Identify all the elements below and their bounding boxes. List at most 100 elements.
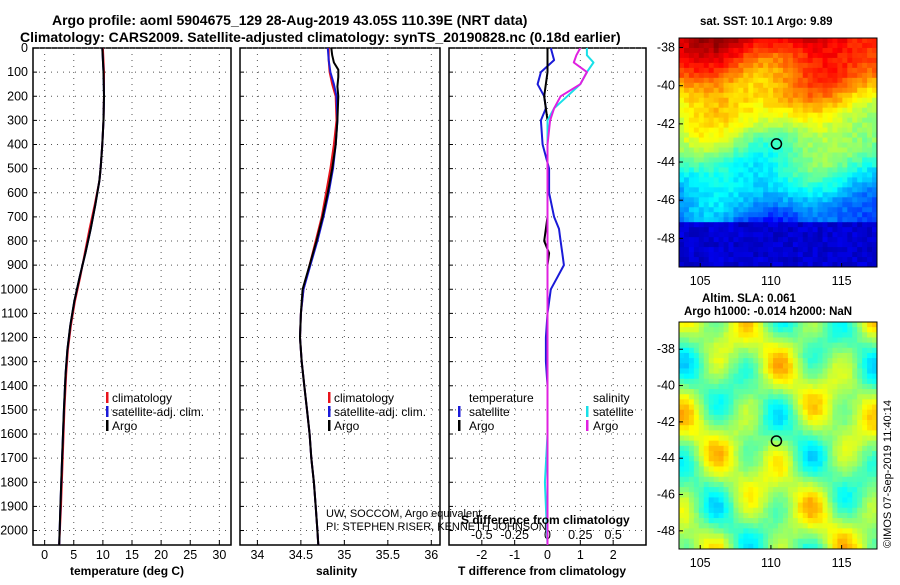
map-cell bbox=[738, 538, 744, 545]
map-cell bbox=[847, 420, 853, 426]
map-cell bbox=[832, 38, 838, 44]
map-cell bbox=[778, 358, 784, 364]
map-cell bbox=[782, 476, 789, 483]
map-cell bbox=[827, 162, 833, 168]
map-cell bbox=[693, 142, 700, 148]
map-cell bbox=[792, 162, 799, 168]
map-cell bbox=[802, 122, 809, 129]
map-cell bbox=[748, 242, 754, 248]
map-cell bbox=[693, 172, 700, 178]
map-cell bbox=[862, 420, 868, 426]
map-cell bbox=[733, 481, 739, 488]
map-cell bbox=[872, 497, 878, 503]
map-cell bbox=[688, 252, 695, 258]
map-cell bbox=[787, 502, 794, 509]
map-cell bbox=[787, 337, 794, 344]
map-cell bbox=[867, 52, 873, 59]
map-cell bbox=[852, 87, 858, 94]
map-cell bbox=[679, 52, 685, 59]
map-cell bbox=[872, 383, 878, 390]
map-cell bbox=[688, 87, 695, 94]
map-cell bbox=[773, 481, 779, 488]
map-cell bbox=[733, 202, 739, 208]
sla-map bbox=[679, 322, 878, 550]
map-cell bbox=[703, 512, 710, 519]
title-line-2: Climatology: CARS2009. Satellite-adjuste… bbox=[20, 29, 621, 45]
map-cell bbox=[703, 378, 710, 385]
map-cell bbox=[723, 52, 729, 59]
map-cell bbox=[748, 352, 754, 359]
map-cell bbox=[738, 414, 744, 421]
map-cell bbox=[753, 117, 759, 124]
map-cell bbox=[703, 82, 710, 89]
map-cell bbox=[842, 358, 848, 364]
map-cell bbox=[683, 363, 690, 369]
map-cell bbox=[703, 262, 710, 268]
map-cell bbox=[723, 425, 729, 431]
map-cell bbox=[872, 322, 878, 328]
map-cell bbox=[768, 122, 774, 129]
map-cell bbox=[768, 358, 774, 364]
map-cell bbox=[787, 127, 794, 133]
map-cell bbox=[738, 327, 744, 333]
map-cell bbox=[718, 102, 724, 109]
map-cell bbox=[792, 122, 799, 129]
map-cell bbox=[728, 137, 734, 143]
legend-label-temp-argo: Argo bbox=[469, 419, 495, 433]
map-cell bbox=[817, 262, 823, 268]
map-cell bbox=[847, 512, 853, 519]
map-cell bbox=[842, 72, 848, 79]
map-cell bbox=[837, 142, 843, 148]
map-cell bbox=[837, 507, 843, 514]
map-cell bbox=[792, 52, 799, 59]
map-cell bbox=[748, 142, 754, 148]
map-cell bbox=[867, 404, 873, 411]
map-cell bbox=[812, 538, 818, 545]
temperature-legend: climatology satellite-adj. clim. Argo bbox=[106, 391, 204, 433]
map-cell bbox=[832, 378, 838, 385]
map-cell bbox=[802, 112, 809, 119]
map-cell bbox=[802, 197, 809, 203]
map-cell bbox=[738, 262, 744, 268]
map-cell bbox=[792, 87, 799, 94]
map-cell bbox=[832, 257, 838, 263]
map-cell bbox=[733, 373, 739, 380]
map-cell bbox=[802, 358, 809, 364]
map-cell bbox=[698, 137, 705, 143]
map-cell bbox=[748, 107, 754, 114]
map-cell bbox=[738, 217, 744, 223]
map-cell bbox=[733, 466, 739, 473]
map-cell bbox=[733, 352, 739, 359]
map-cell bbox=[748, 528, 754, 534]
map-cell bbox=[733, 383, 739, 390]
map-cell bbox=[728, 217, 734, 223]
depth-tick-label: 400 bbox=[7, 138, 28, 152]
map-cell bbox=[683, 481, 690, 488]
map-cell bbox=[718, 487, 724, 493]
map-cell bbox=[852, 466, 858, 473]
map-cell bbox=[827, 383, 833, 390]
map-cell bbox=[847, 492, 853, 498]
depth-axis: 0100200300400500600700800900100011001200… bbox=[0, 41, 28, 538]
map-cell bbox=[698, 232, 705, 238]
map-cell bbox=[698, 481, 705, 488]
map-cell bbox=[842, 440, 848, 447]
map-cell bbox=[782, 132, 789, 138]
map-cell bbox=[862, 440, 868, 447]
map-cell bbox=[832, 262, 838, 268]
map-cell bbox=[763, 404, 769, 411]
map-cell bbox=[852, 342, 858, 349]
map-cell bbox=[738, 247, 744, 253]
map-cell bbox=[718, 87, 724, 94]
map-cell bbox=[802, 538, 809, 545]
map-cell bbox=[693, 492, 700, 498]
map-cell bbox=[738, 523, 744, 529]
map-cell bbox=[792, 414, 799, 421]
map-cell bbox=[763, 389, 769, 395]
map-cell bbox=[753, 252, 759, 258]
map-cell bbox=[867, 476, 873, 483]
map-cell bbox=[862, 227, 868, 233]
map-cell bbox=[867, 177, 873, 183]
map-cell bbox=[698, 77, 705, 84]
map-cell bbox=[822, 42, 828, 49]
